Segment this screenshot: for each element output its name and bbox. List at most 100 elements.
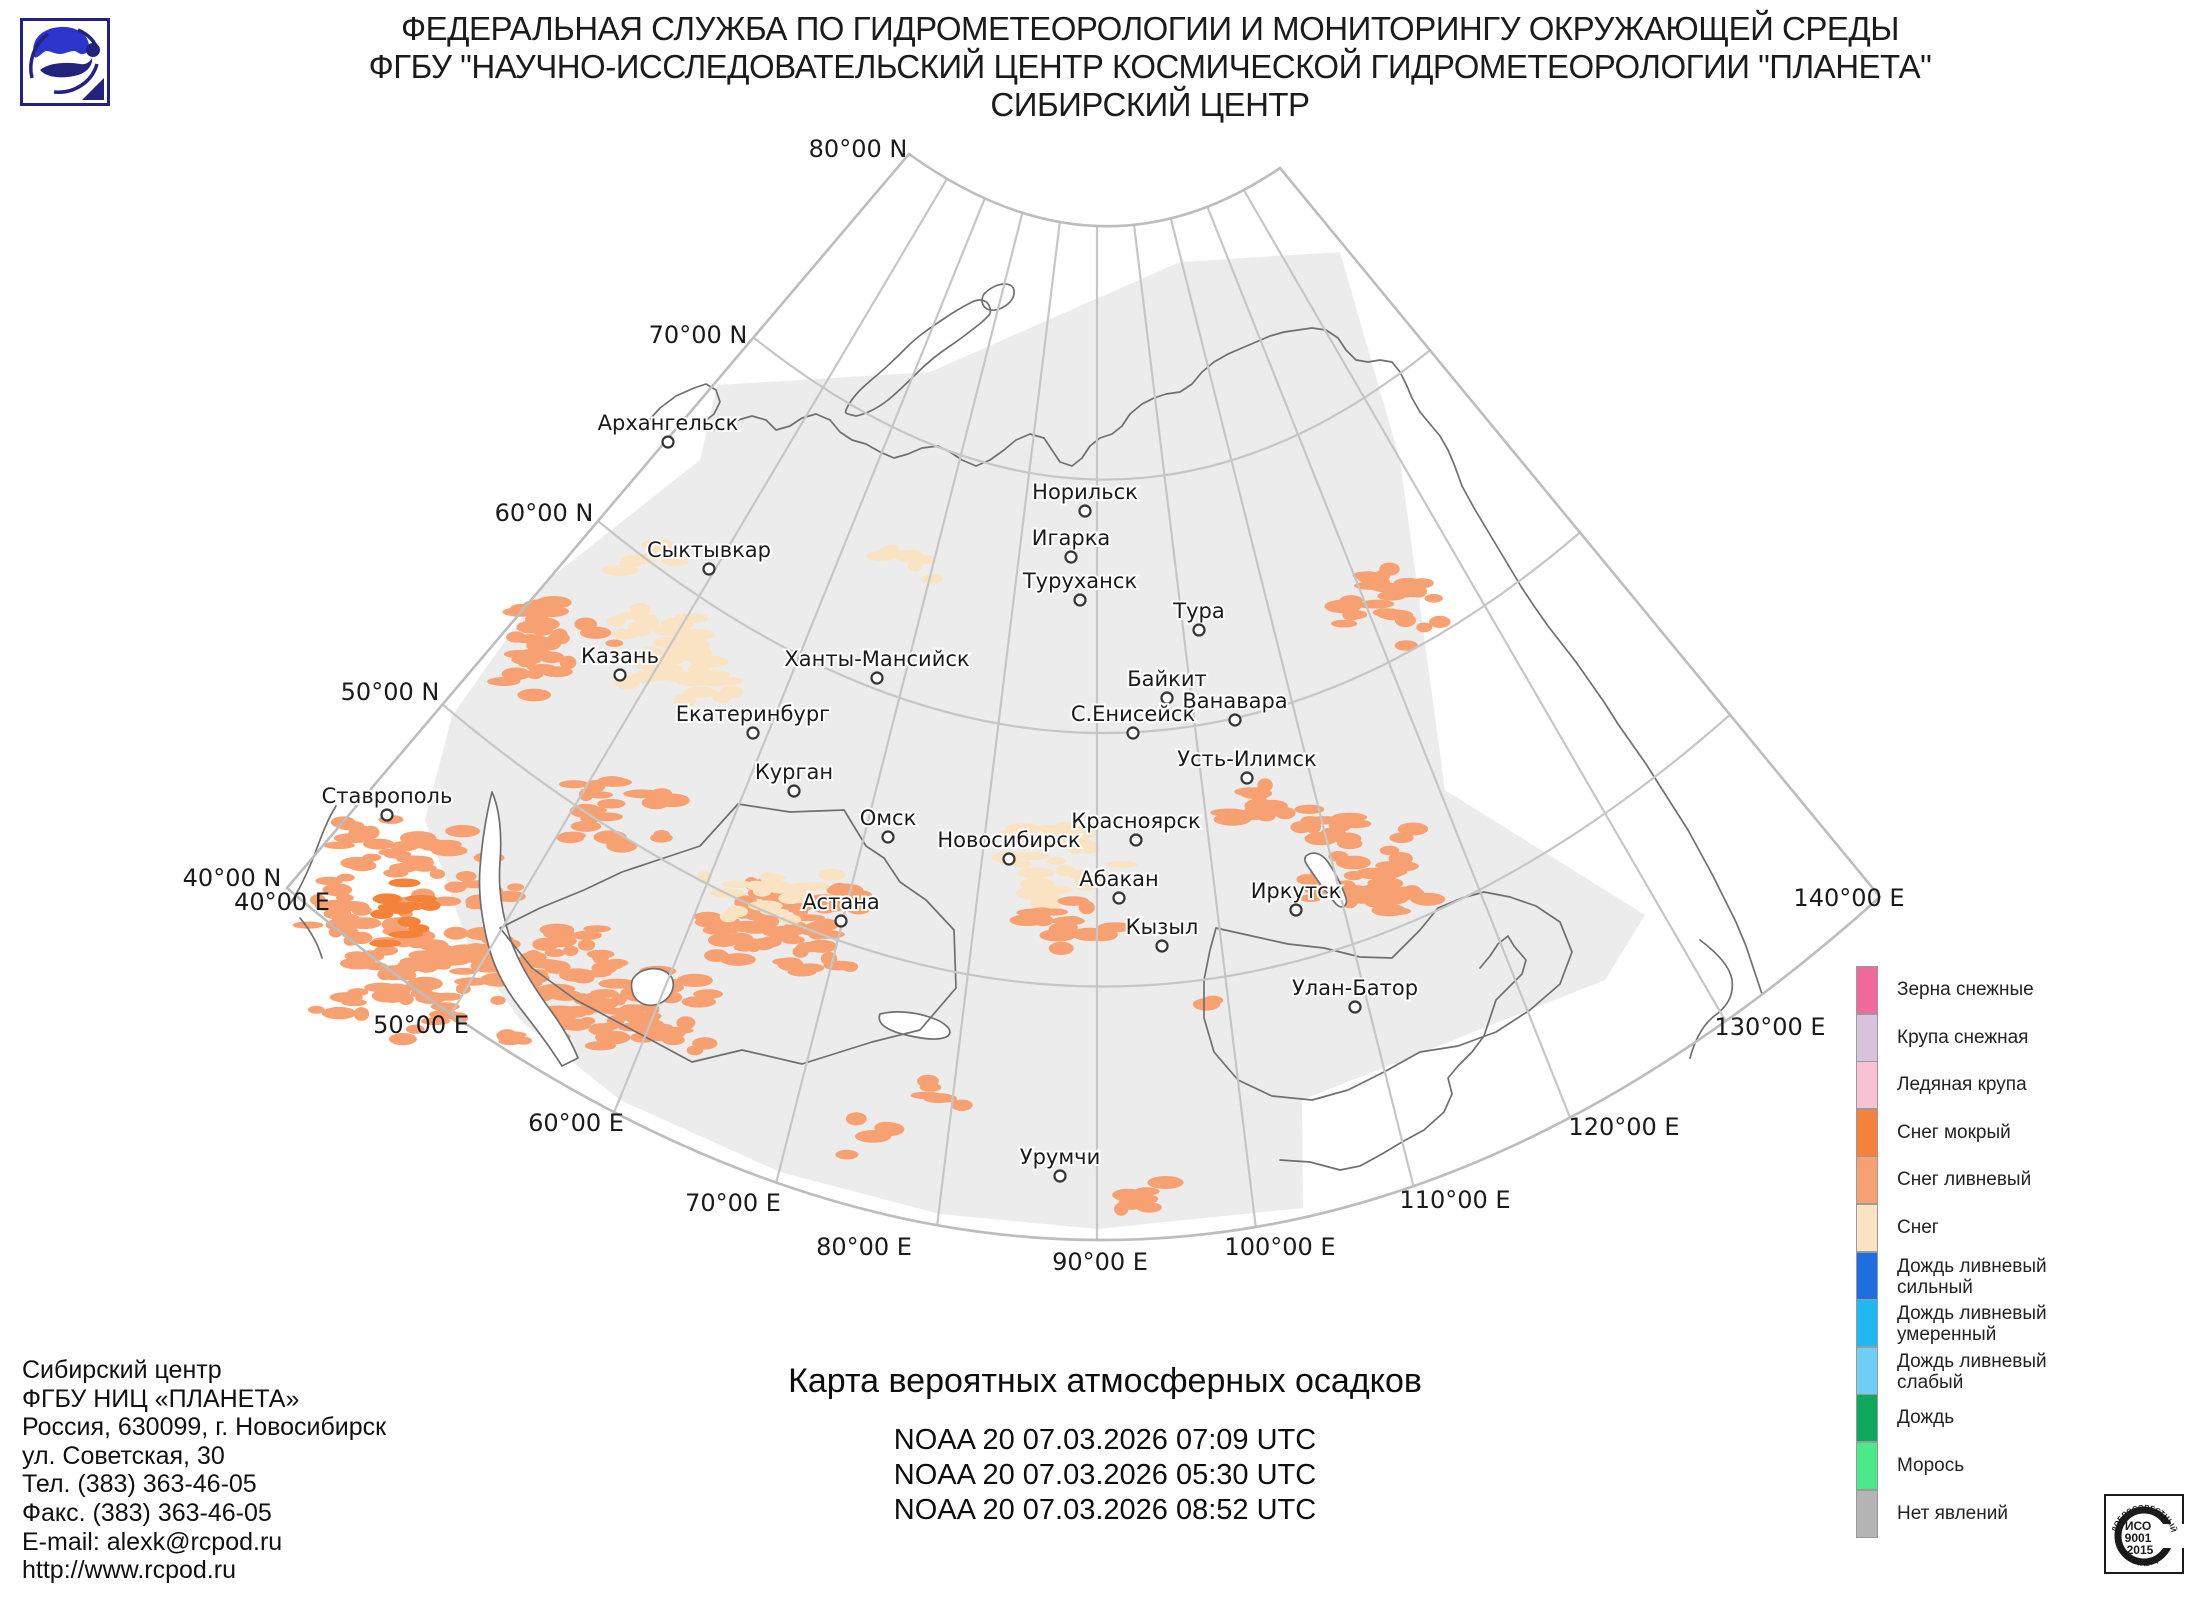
legend-swatch — [1856, 1204, 1878, 1252]
meridian-50E — [450, 178, 948, 1015]
city-dot — [870, 671, 884, 685]
city-label: Сыктывкар — [647, 538, 771, 562]
city-Ханты-Мансийск: Ханты-Мансийск — [782, 645, 972, 685]
precip-cluster-snow — [642, 653, 744, 708]
precip-cluster-snow_shower — [835, 1112, 905, 1160]
legend-item: Дождь ливневый сильный — [1856, 1251, 2186, 1300]
legend-label: Снег ливневый — [1897, 1169, 2032, 1191]
city-dot — [1112, 891, 1126, 905]
parallel-label-70N: 70°00 N — [649, 321, 748, 349]
city-Архангельск: Архангельск — [596, 409, 740, 449]
precip-cluster-snow_shower — [1009, 896, 1134, 956]
precip-cluster-snow — [601, 539, 689, 576]
city-Кызыл: Кызыл — [1124, 913, 1200, 953]
city-label: Красноярск — [1071, 809, 1200, 833]
meridian-70E — [775, 212, 1024, 1183]
legend-label: Дождь ливневый умеренный — [1897, 1303, 2047, 1346]
legend-swatch — [1856, 1299, 1878, 1348]
city-Омск: Омск — [858, 804, 918, 844]
contact-line: ул. Советская, 30 — [22, 1441, 225, 1470]
city-dot — [1073, 593, 1087, 607]
org-header: ФЕДЕРАЛЬНАЯ СЛУЖБА ПО ГИДРОМЕТЕОРОЛОГИИ … — [140, 10, 2160, 124]
parallel-label-60N: 60°00 N — [495, 499, 594, 527]
city-label: Улан-Батор — [1292, 976, 1418, 1000]
city-dot — [1240, 771, 1254, 785]
city-label: Абакан — [1079, 867, 1158, 891]
legend-label: Ледяная крупа — [1897, 1074, 2027, 1096]
legend-item: Дождь ливневый слабый — [1856, 1346, 2186, 1395]
city-dot — [1228, 713, 1242, 727]
mongolia-border — [1203, 891, 1573, 1101]
meridian-label-100E: 100°00 E — [1224, 1233, 1335, 1261]
meridian-label-60E: 60°00 E — [528, 1109, 624, 1137]
legend-item: Крупа снежная — [1856, 1013, 2186, 1062]
city-dot — [1002, 852, 1016, 866]
city-label: Курган — [755, 760, 833, 784]
city-label: Игарка — [1032, 526, 1111, 550]
city-markers-layer: Архангельск Сыктывкар Казань Екатеринбург Ха… — [320, 409, 1420, 1183]
satellite-passes: NOAA 20 07.03.2026 07:09 UTC NOAA 20 07.0… — [560, 1423, 1650, 1528]
city-dot — [702, 562, 716, 576]
city-dot — [1129, 833, 1143, 847]
coastlines-layer — [289, 283, 1763, 1171]
meridian-label-110E: 110°00 E — [1399, 1186, 1510, 1214]
city-Сыктывкар: Сыктывкар — [645, 536, 773, 576]
city-label: Казань — [581, 644, 659, 668]
city-dot — [1078, 504, 1092, 518]
meridian-110E — [1169, 218, 1415, 1187]
contact-line: Факс. (383) 363-46-05 — [22, 1498, 272, 1527]
legend-item: Ледяная крупа — [1856, 1061, 2186, 1110]
org-header-line3: СИБИРСКИЙ ЦЕНТР — [990, 86, 1310, 123]
legend-label: Зерна снежные — [1897, 979, 2034, 1000]
city-label: Норильск — [1032, 480, 1138, 504]
city-dot — [380, 808, 394, 822]
legend-item: Нет явлений — [1856, 1489, 2186, 1538]
precip-cluster-snow — [991, 821, 1138, 910]
city-label: Туруханск — [1022, 569, 1137, 593]
city-dot — [661, 435, 675, 449]
city-Туруханск: Туруханск — [1020, 567, 1139, 607]
logo-wave-shape — [40, 58, 93, 78]
city-Новосибирск: Новосибирск — [935, 826, 1083, 866]
meridian-label-140E: 140°00 E — [1793, 884, 1904, 912]
city-Екатеринбург: Екатеринбург — [674, 700, 832, 740]
city-dot — [746, 726, 760, 740]
legend-swatch — [1856, 1108, 1878, 1157]
city-label: Ханты-Мансийск — [784, 647, 969, 671]
city-dot — [1126, 726, 1140, 740]
graticule-layer — [441, 178, 1731, 1240]
city-dot — [1053, 1169, 1067, 1183]
parallel-label-80N: 80°00 N — [809, 135, 908, 163]
city-label: Усть-Илимск — [1177, 747, 1316, 771]
city-label: Новосибирск — [937, 828, 1080, 852]
legend-label: Морось — [1897, 1455, 1965, 1476]
meridian-80E — [936, 221, 1061, 1226]
meridian-60E — [613, 197, 986, 1113]
precip-cluster-snow_shower — [1210, 778, 1296, 826]
city-label: Омск — [860, 806, 917, 830]
meridian-130E — [1242, 189, 1727, 1022]
city-label: Ванавара — [1182, 689, 1287, 713]
precip-cluster-snow_shower — [1112, 1176, 1184, 1216]
lake-balkhash — [878, 1011, 951, 1040]
meridian-label-120E: 120°00 E — [1568, 1113, 1679, 1141]
legend-swatch — [1856, 1346, 1878, 1395]
legend-label: Дождь — [1897, 1407, 1955, 1429]
meridian-label-70E: 70°00 E — [685, 1189, 781, 1217]
satellite-pass-line: NOAA 20 07.03.2026 08:52 UTC — [893, 1494, 1317, 1526]
city-label: Тура — [1172, 599, 1224, 623]
city-label: Екатеринбург — [676, 702, 830, 726]
city-dot — [1348, 1000, 1362, 1014]
novaya-zemlya-north-island — [981, 283, 1015, 312]
kazakhstan-border — [499, 803, 957, 1065]
precip-cluster-wet_snow — [369, 878, 441, 948]
precip-cluster-snow_shower — [487, 596, 624, 702]
city-Казань: Казань — [579, 642, 661, 682]
coordinate-labels: 80°00 N 70°00 N 60°00 N 50°00 N 40°00 N40°00… — [183, 135, 1905, 1276]
legend-item: Дождь ливневый умеренный — [1856, 1299, 2186, 1348]
map-fan-border — [285, 152, 1882, 1242]
legend-item: Дождь — [1856, 1394, 2186, 1443]
logo-satellite-dot — [86, 43, 100, 57]
precip-cluster-snow_shower — [1192, 995, 1224, 1011]
contact-line: Россия, 630099, г. Новосибирск — [22, 1413, 387, 1442]
